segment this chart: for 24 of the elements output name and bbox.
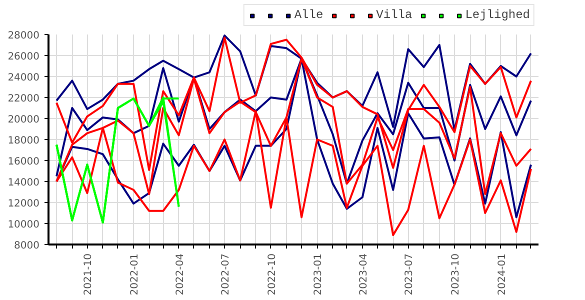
y-tick-label: 24000 [8, 72, 40, 84]
x-tick-label: 2022-01 [130, 253, 141, 296]
legend-label: Lejlighed [465, 8, 530, 22]
x-tick-label: 2021-10 [83, 253, 94, 296]
legend-label: Villa [376, 8, 412, 22]
y-tick-label: 20000 [8, 114, 40, 126]
y-tick-label: 22000 [8, 94, 40, 104]
x-tick-label: 2023-04 [358, 253, 370, 296]
x-tick-label: 2022-04 [174, 253, 186, 296]
x-tick-label: 2022-10 [266, 253, 278, 296]
y-tick-label: 14000 [8, 178, 40, 188]
x-tick-label: 2023-07 [404, 253, 416, 296]
x-tick-label: 2023-10 [450, 253, 462, 296]
y-tick-label: 8000 [14, 240, 40, 252]
y-tick-label: 28000 [8, 30, 40, 42]
y-tick-label: 10000 [8, 220, 40, 230]
y-tick-label: 12000 [8, 198, 40, 210]
x-tick-label: 2023-01 [313, 253, 324, 296]
y-tick-label: 26000 [8, 52, 40, 62]
legend-label: Alle [294, 8, 324, 22]
x-tick-label: 2022-07 [220, 253, 232, 296]
y-tick-label: 18000 [8, 136, 40, 146]
y-tick-label: 16000 [8, 156, 40, 168]
x-tick-label: 2024-01 [496, 253, 508, 296]
